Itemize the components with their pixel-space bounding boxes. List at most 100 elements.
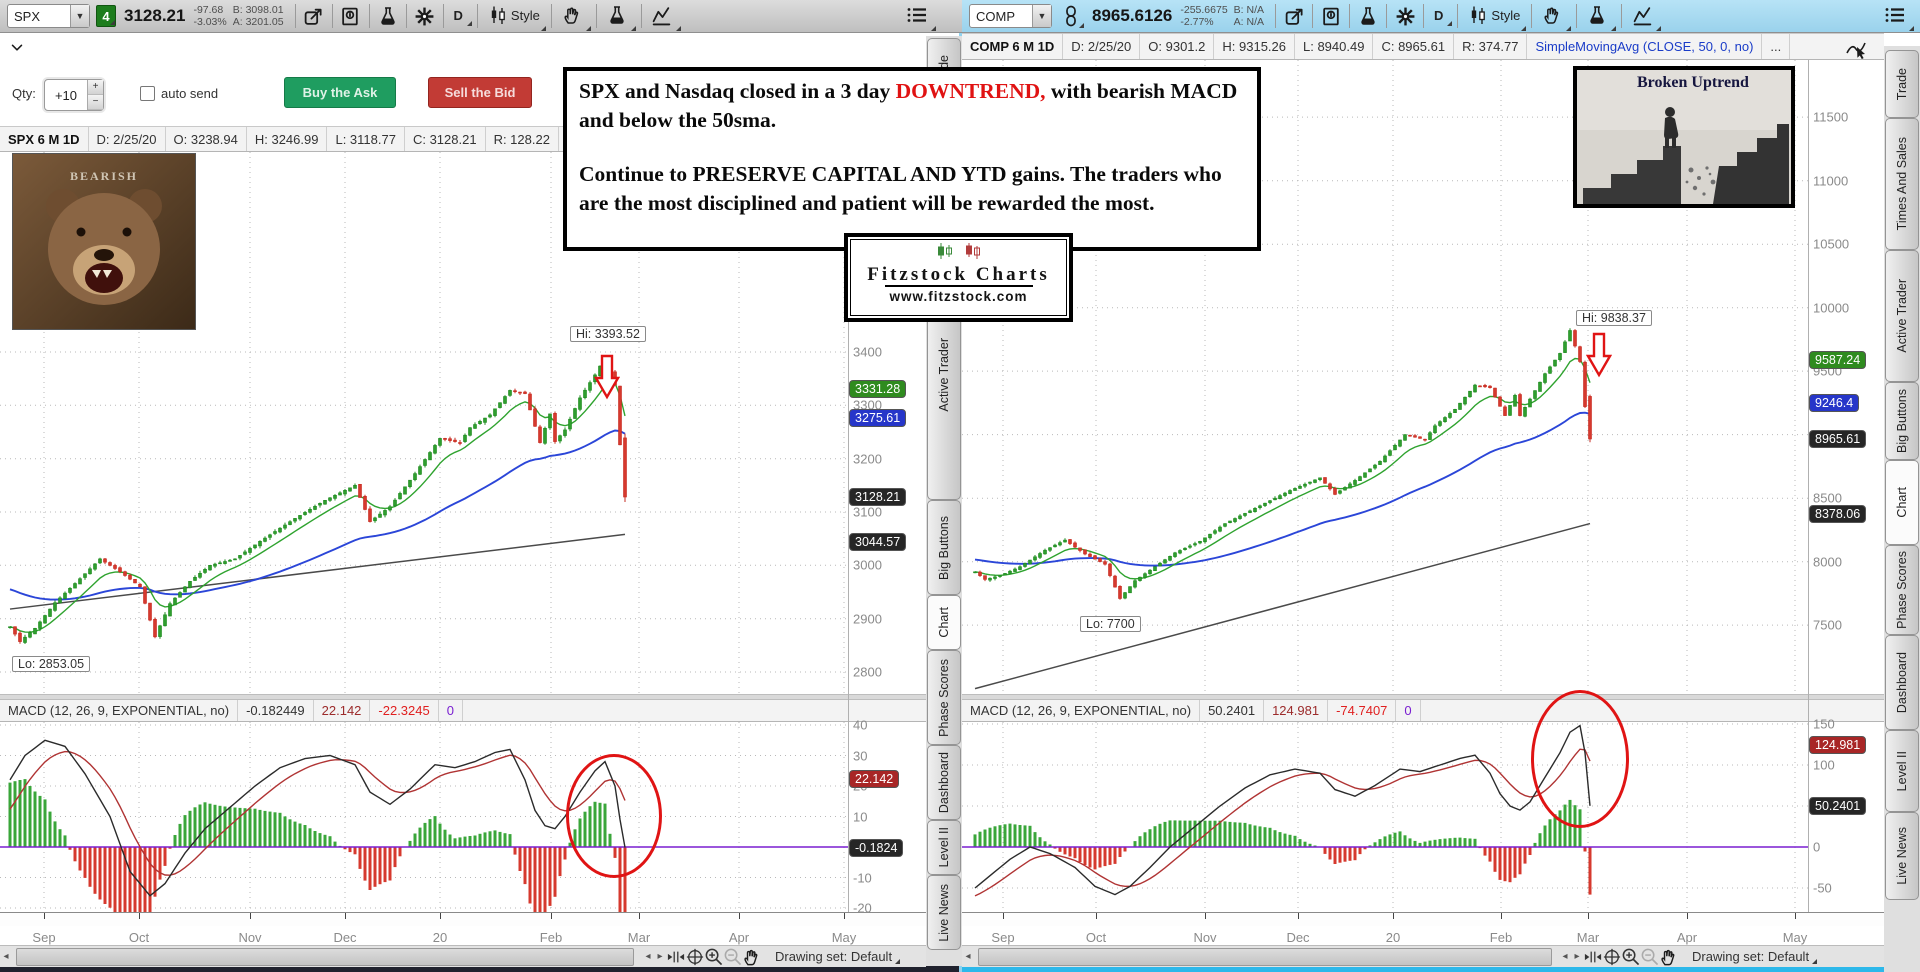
scroll-left-icon[interactable]: ◂ — [965, 951, 971, 962]
studies-dropdown[interactable] — [1582, 0, 1617, 32]
h-scrollbar[interactable] — [974, 946, 1559, 967]
price-axis-badge: 8378.06 — [1809, 504, 1867, 523]
price-axis-tick: 3100 — [853, 504, 882, 520]
macd-axis-tick: 40 — [853, 717, 868, 733]
x-axis-label: Sep — [32, 930, 56, 945]
symbol-combo-left[interactable]: SPX ▼ — [7, 4, 90, 28]
prev-candle-icon[interactable]: ◂ — [1562, 951, 1568, 962]
x-axis-label: 20 — [1385, 930, 1401, 945]
sell-bid-button[interactable]: Sell the Bid — [428, 77, 532, 108]
chart-menu[interactable] — [902, 0, 936, 32]
gear-icon[interactable] — [412, 3, 438, 29]
price-axis-tick: 11000 — [1813, 173, 1849, 189]
readout-cell: 22.142 — [314, 699, 371, 721]
macd-readout-left: MACD (12, 26, 9, EXPONENTIAL, no) -0.1824… — [0, 698, 926, 722]
crosshair-icon[interactable] — [1602, 947, 1621, 966]
news-icon[interactable] — [338, 3, 364, 29]
pan-hand-icon[interactable] — [1659, 947, 1678, 966]
flask-icon[interactable] — [375, 3, 401, 29]
qty-increment-button[interactable]: + — [88, 80, 103, 95]
quantity-stepper[interactable]: +10 + − — [44, 79, 104, 111]
tab-chart[interactable]: Chart — [927, 595, 961, 650]
collapse-chevron-icon[interactable] — [4, 35, 30, 61]
chevron-down-icon[interactable]: ▼ — [1032, 5, 1051, 27]
studies-dropdown[interactable] — [602, 0, 636, 32]
style-dropdown[interactable]: Style — [1463, 0, 1527, 32]
drawing-set-selector[interactable]: Drawing set: Default — [775, 949, 901, 964]
tab-level-ii[interactable]: Level II — [1885, 730, 1919, 812]
draw-tool-dropdown[interactable] — [557, 0, 591, 32]
crosshair-icon[interactable] — [685, 947, 704, 966]
fit-width-icon[interactable] — [666, 947, 685, 966]
news-icon[interactable] — [1318, 3, 1344, 29]
change-stack: -97.68 -3.03% — [193, 4, 227, 28]
zoom-out-icon[interactable] — [1640, 947, 1659, 966]
buy-ask-button[interactable]: Buy the Ask — [284, 77, 396, 108]
timeframe-dropdown[interactable]: D — [449, 6, 473, 27]
fitzstock-logo: Fitzstock Charts www.fitzstock.com — [844, 233, 1073, 322]
qty-decrement-button[interactable]: − — [88, 95, 103, 110]
tab-dashboard[interactable]: Dashboard — [927, 745, 961, 820]
macd-axis-tick: 0 — [1813, 839, 1821, 855]
tab-big-buttons[interactable]: Big Buttons — [1885, 382, 1919, 460]
bottom-bar-left: ◂ ◂ ▸ Drawing set: Default — [0, 945, 926, 967]
next-candle-icon[interactable]: ▸ — [1574, 951, 1580, 962]
tab-live-news[interactable]: Live News — [927, 875, 961, 950]
tab-live-news[interactable]: Live News — [1885, 812, 1919, 900]
zoom-in-icon[interactable] — [1621, 947, 1640, 966]
auto-send-toggle[interactable]: auto send — [140, 86, 218, 101]
readout-cell: MACD (12, 26, 9, EXPONENTIAL, no) — [962, 699, 1201, 721]
x-tick-mark — [1588, 913, 1589, 919]
x-tick-mark — [345, 913, 346, 919]
next-candle-icon[interactable]: ▸ — [657, 951, 663, 962]
link-chain-icon[interactable] — [1058, 3, 1084, 29]
tab-big-buttons[interactable]: Big Buttons — [927, 500, 961, 595]
tab-phase-scores[interactable]: Phase Scores — [1885, 545, 1919, 635]
tab-dashboard[interactable]: Dashboard — [1885, 635, 1919, 730]
tab-phase-scores[interactable]: Phase Scores — [927, 650, 961, 745]
tab-trade[interactable]: Trade — [1885, 50, 1919, 118]
zoom-out-icon[interactable] — [723, 947, 742, 966]
patterns-dropdown[interactable] — [647, 0, 681, 32]
share-icon[interactable] — [1281, 3, 1307, 29]
macd-axis-badge: 124.981 — [1809, 735, 1867, 754]
fit-width-icon[interactable] — [1583, 947, 1602, 966]
h-scrollbar[interactable] — [12, 946, 642, 967]
candle-style-icon — [1465, 2, 1491, 28]
pan-hand-icon[interactable] — [742, 947, 761, 966]
style-dropdown[interactable]: Style — [483, 0, 546, 32]
flask-icon[interactable] — [1355, 3, 1381, 29]
tab-times-and-sales[interactable]: Times And Sales — [1885, 118, 1919, 250]
tab-chart[interactable]: Chart — [1885, 460, 1919, 545]
spx-macd-chart[interactable] — [0, 722, 926, 912]
chevron-down-icon[interactable]: ▼ — [70, 5, 89, 27]
more-studies[interactable]: ... — [1762, 34, 1791, 59]
chart-menu[interactable] — [1880, 0, 1914, 32]
gear-icon[interactable] — [1392, 3, 1418, 29]
pointer-tool-icon[interactable] — [1843, 36, 1869, 62]
study-label[interactable]: SimpleMovingAvg (CLOSE, 50, 0, no) — [1527, 34, 1763, 59]
pane-divider[interactable] — [0, 694, 926, 700]
draw-tool-dropdown[interactable] — [1537, 0, 1572, 32]
x-axis-label: Apr — [1676, 930, 1698, 945]
zoom-in-icon[interactable] — [704, 947, 723, 966]
tab-level-ii[interactable]: Level II — [927, 820, 961, 875]
comp-macd-chart[interactable] — [962, 722, 1884, 912]
prev-candle-icon[interactable]: ◂ — [645, 951, 651, 962]
timeframe-dropdown[interactable]: D — [1429, 6, 1453, 27]
pane-divider[interactable] — [962, 694, 1884, 700]
x-tick-mark — [1003, 913, 1004, 919]
symbol-combo-right[interactable]: COMP ▼ — [969, 4, 1052, 28]
tab-active-trader[interactable]: Active Trader — [1885, 250, 1919, 382]
drawing-set-selector[interactable]: Drawing set: Default — [1692, 949, 1818, 964]
link-group-badge[interactable]: 4 — [96, 5, 116, 27]
broken-uptrend-image: Broken Uptrend — [1573, 66, 1795, 208]
x-axis-ticks-right — [962, 912, 1884, 926]
scroll-left-icon[interactable]: ◂ — [3, 951, 9, 962]
patterns-dropdown[interactable] — [1627, 0, 1662, 32]
price-axis-badge: 3044.57 — [849, 532, 907, 551]
share-icon[interactable] — [301, 3, 327, 29]
readout-cell: D: 2/25/20 — [1063, 34, 1141, 59]
auto-send-checkbox[interactable] — [140, 86, 155, 101]
